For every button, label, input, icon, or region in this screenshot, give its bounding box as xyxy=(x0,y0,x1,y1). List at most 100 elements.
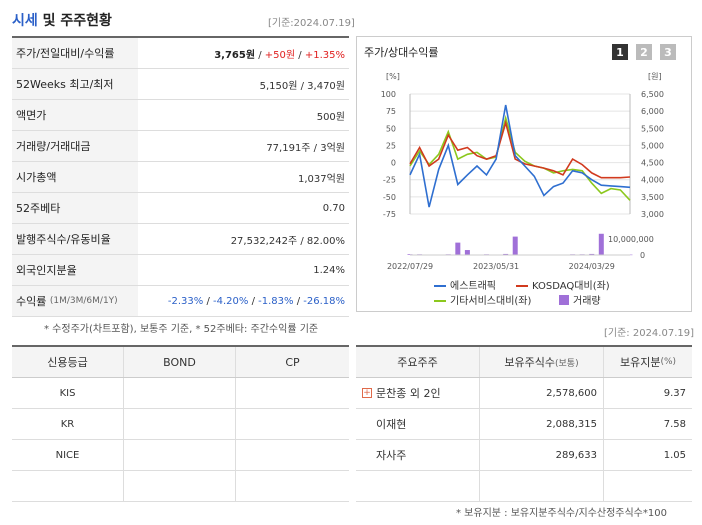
right-axis-ticks: 6,500 6,000 5,500 5,000 4,500 4,000 3,500 3,000 xyxy=(641,90,664,219)
chart-tab-3[interactable]: 3 xyxy=(660,44,676,60)
table-header: 주요주주 보유주식수 (보통) 보유지분 (%) xyxy=(356,347,692,378)
market-table: 주가/전일대비/수익률 3,765원 / +50원 / +1.35% 52Wee… xyxy=(12,36,349,317)
return-1m: -2.33% xyxy=(167,295,204,307)
holder-pct: 7.58 xyxy=(663,418,686,430)
header-pct-sub: (%) xyxy=(660,357,677,367)
market-row-market-cap: 시가총액 1,037억원 xyxy=(12,162,349,193)
row-label: 시가총액 xyxy=(12,162,138,192)
title-shareholders: 주주현황 xyxy=(60,13,112,29)
legend-swatch-volume xyxy=(559,295,569,305)
x-tick-label: 2023/05/31 xyxy=(473,262,519,271)
return-1y: -26.18% xyxy=(303,295,345,307)
shareholders-table: 주요주주 보유주식수 (보통) 보유지분 (%) + 문찬종 외 2인 2,578,… xyxy=(356,345,692,502)
x-tick-label: 2024/03/29 xyxy=(569,262,615,271)
right-tick-label: 4,500 xyxy=(641,159,664,168)
table-cell xyxy=(236,409,349,439)
header-shares: 보유주식수 xyxy=(504,356,555,369)
row-value: 77,191주 / 3억원 xyxy=(266,142,345,154)
sep: / xyxy=(295,49,305,61)
header-cell: 신용등급 xyxy=(12,347,124,377)
holder-pct: 9.37 xyxy=(663,387,686,399)
holder-name-cell: + 문찬종 외 2인 xyxy=(356,378,480,408)
series-line-1 xyxy=(409,119,631,179)
left-unit-label: [%] xyxy=(386,72,400,81)
credit-rating-table: 신용등급 BOND CP KIS KR NICE xyxy=(12,345,349,502)
holder-pct: 1.05 xyxy=(663,449,686,461)
chart-tab-1[interactable]: 1 xyxy=(612,44,628,60)
table-cell xyxy=(236,378,349,408)
reference-date: [기준:2024.07.19] xyxy=(268,18,355,29)
right-tick-label: 3,500 xyxy=(641,193,664,202)
right-tick-label: 6,000 xyxy=(641,107,664,116)
rate-value: +1.35% xyxy=(304,49,345,61)
header-cell: 주요주주 xyxy=(356,347,480,377)
legend-volume: 거래량 xyxy=(573,295,601,307)
chart-panel xyxy=(356,36,692,312)
chart-title: 주가/상대수익률 xyxy=(364,46,439,59)
table-row: KIS xyxy=(12,378,349,409)
holder-shares: 2,088,315 xyxy=(480,409,604,439)
right-tick-label: 6,500 xyxy=(641,90,664,99)
row-label: 거래량/거래대금 xyxy=(12,131,138,161)
table-cell xyxy=(12,471,124,501)
holders-reference-date: [기준: 2024.07.19] xyxy=(604,328,695,339)
row-value: 5,150원 / 3,470원 xyxy=(259,80,345,92)
table-cell xyxy=(604,471,692,501)
left-axis-ticks: 100 75 50 25 0 -25 -50 -75 xyxy=(381,90,396,219)
volume-tick-label: 10,000,000 xyxy=(608,235,654,244)
return-6m: -1.83% xyxy=(258,295,294,307)
table-row xyxy=(356,471,692,502)
volume-bar xyxy=(598,233,604,255)
return-3m: -4.20% xyxy=(213,295,249,307)
series-line-2 xyxy=(409,114,631,201)
returns-label-sub: (1M/3M/6M/1Y) xyxy=(49,296,118,306)
row-value: 1.24% xyxy=(313,264,345,276)
market-row-price: 주가/전일대비/수익률 3,765원 / +50원 / +1.35% xyxy=(12,38,349,69)
holder-name: 문찬종 외 2인 xyxy=(376,387,441,400)
volume-bars xyxy=(407,233,633,256)
x-axis-ticks: 2022/07/29 2023/05/31 2024/03/29 xyxy=(387,262,615,271)
table-cell xyxy=(124,440,236,470)
table-row: 자사주 289,633 1.05 xyxy=(356,440,692,471)
row-value: 3,765원 / +50원 / +1.35% xyxy=(138,46,349,61)
expand-plus-icon[interactable]: + xyxy=(362,387,372,398)
market-note: * 수정주가(차트포함), 보통주 기준, * 52주베타: 주간수익률 기준 xyxy=(44,324,319,335)
holder-name: 이재현 xyxy=(356,409,480,439)
right-tick-label: 5,000 xyxy=(641,141,664,150)
table-cell: KR xyxy=(12,409,124,439)
left-tick-label: -25 xyxy=(383,176,396,185)
holders-note: * 보유지분 : 보유지분주식수/지수산정주식수*100 xyxy=(456,508,667,519)
header-shares-sub: (보통) xyxy=(555,358,579,369)
table-header: 신용등급 BOND CP xyxy=(12,347,349,378)
row-value: -2.33% / -4.20% / -1.83% / -26.18% xyxy=(167,295,345,307)
chart-tab-2[interactable]: 2 xyxy=(636,44,652,60)
left-tick-label: -50 xyxy=(383,193,396,202)
left-tick-label: 50 xyxy=(386,124,396,133)
table-row: KR xyxy=(12,409,349,440)
volume-bar xyxy=(589,253,595,255)
market-row-face-value: 액면가 500원 xyxy=(12,100,349,131)
title-and: 및 xyxy=(37,13,61,29)
header-cell: 보유지분 (%) xyxy=(604,347,692,377)
header-cell: CP xyxy=(285,355,300,369)
table-cell xyxy=(124,471,236,501)
legend-sector: 기타서비스대비(좌) xyxy=(450,295,532,307)
change-value: +50원 xyxy=(264,49,296,61)
volume-bar xyxy=(464,250,470,255)
table-cell xyxy=(124,409,236,439)
table-row: 이재현 2,088,315 7.58 xyxy=(356,409,692,440)
price-value: 3,765원 xyxy=(214,49,256,61)
header-cell: BOND xyxy=(124,347,236,377)
left-tick-label: 25 xyxy=(386,141,396,150)
table-row: NICE xyxy=(12,440,349,471)
market-row-52weeks: 52Weeks 최고/최저 5,150원 / 3,470원 xyxy=(12,69,349,100)
row-label: 주가/전일대비/수익률 xyxy=(12,38,138,68)
header-pct: 보유지분 xyxy=(619,356,661,369)
row-value: 0.70 xyxy=(322,202,345,214)
left-tick-label: -75 xyxy=(383,210,396,219)
table-cell xyxy=(236,440,349,470)
table-cell xyxy=(356,471,480,501)
series-lines xyxy=(409,104,631,208)
table-cell xyxy=(236,471,349,501)
row-label: 발행주식수/유동비율 xyxy=(12,224,138,254)
